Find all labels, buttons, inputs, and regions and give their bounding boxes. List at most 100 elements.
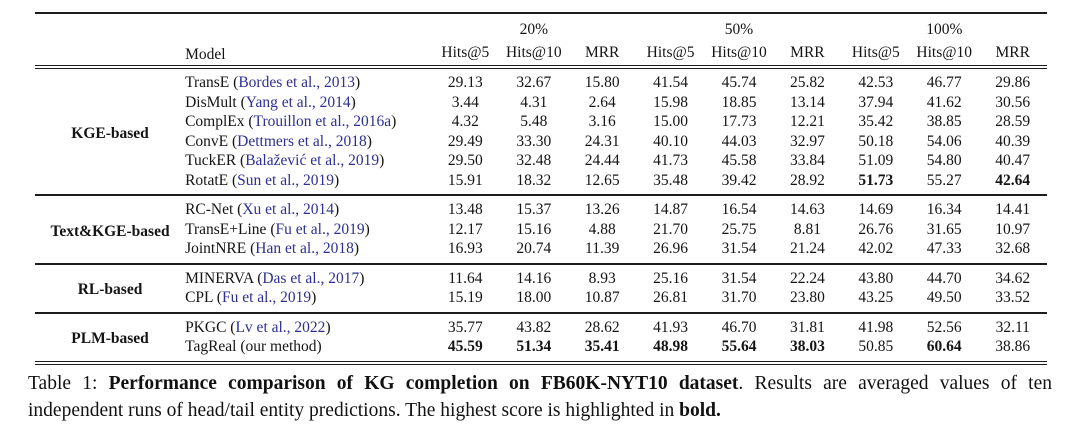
value-cell: 37.94 — [858, 93, 894, 111]
value-cell: 31.54 — [721, 240, 757, 257]
value-cell: 32.68 — [995, 240, 1031, 257]
citation-link[interactable]: Trouillon et al., 2016a — [253, 113, 392, 130]
value-cell: 16.34 — [926, 201, 962, 218]
value-cell: 42.53 — [858, 74, 894, 91]
value-cell: 47.33 — [926, 240, 962, 257]
value-cell: 15.16 — [516, 220, 552, 238]
column-header-hits10-g1: Hits@10 — [711, 43, 767, 61]
value-cell: 35.77 — [447, 318, 483, 336]
citation-link[interactable]: Balažević et al., 2019 — [245, 152, 380, 169]
value-cell: 10.97 — [995, 220, 1031, 238]
section-text-kge-based: Text&KGE-based RC-Net (Xu et al., 2014) 13… — [35, 195, 1047, 264]
column-group-50pct: 50% — [724, 21, 754, 38]
citation-link[interactable]: Bordes et al., 2013 — [238, 74, 355, 91]
value-cell: 29.50 — [447, 152, 483, 169]
value-cell: 33.84 — [789, 152, 825, 169]
model-name: PKGC — [185, 318, 227, 336]
value-cell: 32.97 — [789, 132, 825, 150]
value-cell: 51.34 — [516, 338, 552, 355]
column-header-mrr-g2: MRR — [995, 43, 1030, 61]
citation-link[interactable]: Yang et al., 2014 — [245, 93, 351, 111]
value-cell: 31.81 — [789, 318, 825, 336]
value-cell: 12.65 — [584, 171, 620, 189]
model-name: TuckER — [185, 152, 237, 169]
citation-link[interactable]: Han et al., 2018 — [255, 240, 354, 257]
value-cell: 39.42 — [721, 171, 757, 189]
citation-link[interactable]: Sun et al., 2019 — [237, 171, 335, 189]
value-cell: 35.48 — [653, 171, 689, 189]
value-cell: 14.69 — [858, 201, 894, 218]
value-cell: 42.64 — [995, 171, 1031, 189]
value-cell: 15.37 — [516, 201, 552, 218]
table-row: PLM-based PKGC (Lv et al., 2022) 35.77 43.8… — [35, 313, 1047, 348]
value-cell: 29.49 — [447, 132, 483, 150]
table-row: RL-based MINERVA (Das et al., 2017) 11.64 1… — [35, 264, 1047, 299]
model-cell: TransE+Line (Fu et al., 2019) — [185, 220, 370, 238]
citation-link[interactable]: Fu et al., 2019 — [275, 220, 365, 238]
caption-bold-text: Performance comparison of KG completion … — [108, 373, 739, 394]
citation-link[interactable]: Fu et al., 2019 — [221, 289, 312, 306]
model-name: RC-Net — [185, 201, 234, 218]
citation-link[interactable]: Lv et al., 2022 — [235, 318, 326, 336]
table-row: TuckER (Balažević et al., 2019) 29.50 32.4… — [35, 151, 1047, 171]
value-cell: 28.62 — [584, 318, 620, 336]
value-cell: 34.62 — [995, 269, 1031, 287]
model-name: DisMult — [185, 93, 237, 111]
value-cell: 32.11 — [995, 318, 1030, 336]
table-row: Text&KGE-based RC-Net (Xu et al., 2014) 13… — [35, 195, 1047, 240]
value-cell: 44.70 — [926, 269, 962, 287]
table-row: KGE-based TransE (Bordes et al., 2013) 29.… — [35, 67, 1047, 142]
value-cell: 51.73 — [858, 171, 894, 189]
table-row: ConvE (Dettmers et al., 2018) 29.49 33.30 2… — [35, 132, 1047, 152]
model-cell: ComplEx (Trouillon et al., 2016a) — [185, 113, 397, 130]
column-header-hits10-g2: Hits@10 — [916, 43, 973, 61]
value-cell: 29.13 — [447, 74, 483, 91]
results-table: Model 20% 50% 100% Hits@5 Hits@10 MRR Hits@… — [35, 12, 1047, 365]
value-cell: 41.98 — [858, 318, 894, 336]
table-row: TagReal (our method) 45.59 51.34 35.41 48.98… — [35, 337, 1047, 363]
model-name: JointNRE — [185, 240, 247, 257]
value-cell: 51.09 — [858, 152, 894, 169]
model-name: ConvE — [185, 132, 229, 150]
value-cell: 14.63 — [789, 201, 825, 218]
table-header: Model 20% 50% 100% Hits@5 Hits@10 MRR Hits@… — [35, 13, 1047, 67]
value-cell: 60.64 — [926, 338, 962, 355]
value-cell: 48.98 — [653, 338, 689, 355]
value-cell: 16.93 — [447, 240, 483, 257]
model-cell: CPL (Fu et al., 2019) — [185, 289, 317, 306]
value-cell: 26.96 — [653, 240, 689, 257]
value-cell: 40.47 — [995, 152, 1031, 169]
model-cell: TuckER (Balažević et al., 2019) — [185, 152, 385, 169]
value-cell: 41.73 — [653, 152, 689, 169]
column-header-hits5-g1: Hits@5 — [646, 43, 695, 61]
value-cell: 31.54 — [721, 269, 757, 287]
value-cell: 45.74 — [721, 74, 757, 91]
model-name: TransE — [185, 74, 230, 91]
citation-link[interactable]: Dettmers et al., 2018 — [237, 132, 367, 150]
value-cell: 17.73 — [721, 113, 757, 130]
value-cell: 4.32 — [451, 113, 479, 130]
value-cell: 46.77 — [926, 74, 962, 91]
value-cell: 31.70 — [721, 289, 757, 306]
value-cell: 14.87 — [653, 201, 689, 218]
table-row: JointNRE (Han et al., 2018) 16.93 20.74 11.… — [35, 239, 1047, 264]
value-cell: 38.86 — [995, 338, 1031, 355]
model-cell: PKGC (Lv et al., 2022) — [185, 318, 331, 336]
value-cell: 15.91 — [447, 171, 483, 189]
model-cell: MINERVA (Das et al., 2017) — [185, 269, 365, 287]
column-header-model: Model — [185, 46, 226, 63]
value-cell: 40.10 — [653, 132, 689, 150]
value-cell: 31.65 — [926, 220, 962, 238]
caption-text: Table 1: — [28, 373, 109, 394]
value-cell: 11.64 — [448, 269, 483, 287]
value-cell: 49.50 — [926, 289, 962, 306]
citation-link[interactable]: Xu et al., 2014 — [242, 201, 335, 218]
citation-link[interactable]: Das et al., 2017 — [262, 269, 360, 287]
category-cell: KGE-based — [71, 124, 149, 142]
model-cell: JointNRE (Han et al., 2018) — [185, 240, 360, 257]
model-cell: ConvE (Dettmers et al., 2018) — [185, 132, 372, 150]
value-cell: 55.27 — [926, 171, 962, 189]
value-cell: 55.64 — [721, 338, 757, 355]
section-kge-based: KGE-based TransE (Bordes et al., 2013) 29.… — [35, 67, 1047, 195]
table-row: DisMult (Yang et al., 2014) 3.44 4.31 2.64 1… — [35, 93, 1047, 113]
